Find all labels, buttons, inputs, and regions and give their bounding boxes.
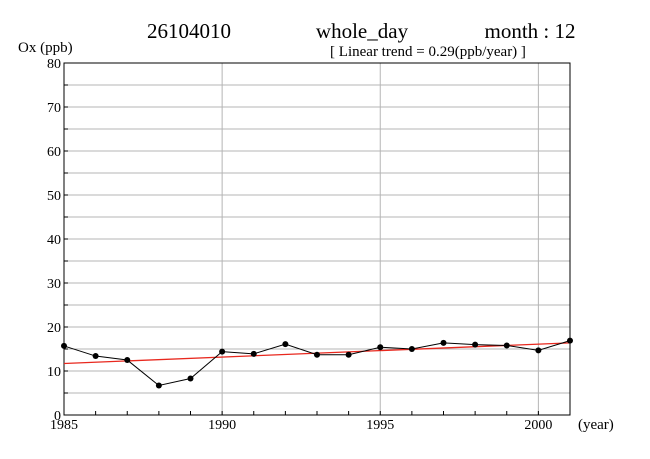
data-point xyxy=(250,350,257,357)
data-point xyxy=(535,347,542,354)
data-point xyxy=(187,375,194,382)
data-point xyxy=(61,342,67,349)
y-tick-label: 10 xyxy=(47,365,61,380)
y-tick-label: 80 xyxy=(47,57,61,72)
data-point xyxy=(472,341,479,348)
y-ticks: 0 10 20 30 40 50 60 70 80 xyxy=(47,57,68,424)
data-point xyxy=(314,351,320,358)
data-point xyxy=(377,344,384,351)
series-group xyxy=(61,337,573,389)
x-tick-label: 2000 xyxy=(524,418,552,433)
y-tick-label: 60 xyxy=(47,145,61,160)
x-axis-label: (year) xyxy=(578,417,614,433)
plot-frame xyxy=(63,62,571,416)
y-axis-label: Ox (ppb) xyxy=(18,40,73,56)
data-point xyxy=(503,342,510,349)
month-label: month : 12 xyxy=(484,19,575,43)
x-tick-label: 1995 xyxy=(366,418,394,433)
x-tick-label: 1985 xyxy=(50,418,78,433)
x-tick-label: 1990 xyxy=(208,418,236,433)
x-ticks: 1985 1990 1995 2000 xyxy=(50,411,552,433)
y-tick-label: 70 xyxy=(47,101,61,116)
data-point xyxy=(219,348,226,355)
y-tick-label: 0 xyxy=(54,409,61,424)
y-tick-label: 20 xyxy=(47,321,61,336)
data-point xyxy=(155,382,162,389)
y-tick-label: 50 xyxy=(47,189,61,204)
data-point xyxy=(92,353,99,360)
period-label: whole_day xyxy=(316,19,409,43)
station-code: 26104010 xyxy=(147,19,231,43)
y-tick-label: 30 xyxy=(47,277,61,292)
grid xyxy=(64,63,570,415)
data-point xyxy=(567,337,573,344)
data-point xyxy=(408,346,415,352)
data-point xyxy=(440,339,447,346)
data-point xyxy=(282,341,289,348)
y-tick-label: 40 xyxy=(47,233,61,248)
series-line xyxy=(63,340,571,387)
data-point xyxy=(345,351,352,358)
trend-annotation: [ Linear trend = 0.29(ppb/year) ] xyxy=(330,44,526,60)
data-point xyxy=(124,357,131,363)
